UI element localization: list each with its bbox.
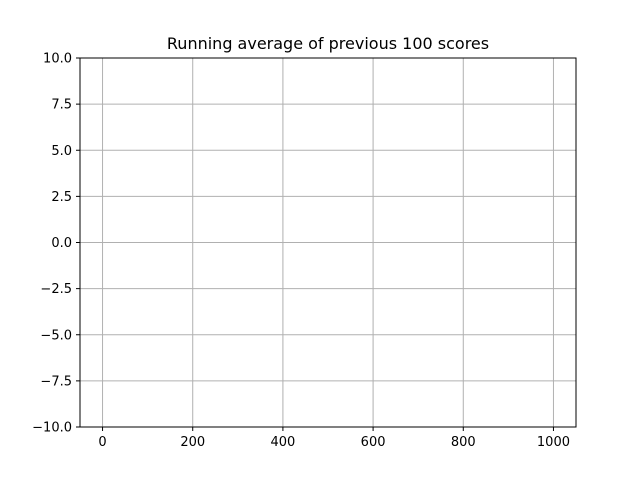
y-tick-label: 10.0 [43,52,72,67]
grid-layer [80,57,576,428]
chart-title: Running average of previous 100 scores [167,34,489,53]
x-tick-label: 0 [98,435,106,450]
y-tick-label: 5.0 [51,144,72,159]
x-tick-label: 800 [451,435,476,450]
y-tick-label: 7.5 [51,98,72,113]
x-tick-label: 200 [180,435,205,450]
x-tick-label: 600 [361,435,386,450]
y-tick-label: −10.0 [32,421,72,436]
y-tick-label: −5.0 [40,328,72,343]
tick-layer: 0 200 400 600 800 1000 10.0 7.5 5.0 2.5 0.0 −2.5 −5.… [32,52,570,451]
y-tick-label: 0.0 [51,236,72,251]
y-tick-label: −7.5 [40,374,72,389]
x-tick-label: 400 [270,435,295,450]
y-tick-label: −2.5 [40,282,72,297]
x-tick-label: 1000 [537,435,570,450]
y-tick-label: 2.5 [51,190,72,205]
